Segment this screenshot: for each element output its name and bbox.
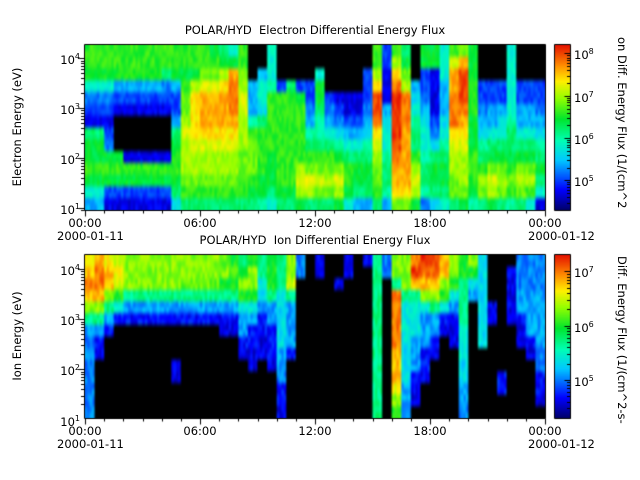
date-label: 2000-01-11 xyxy=(57,437,124,451)
y-tick-label: 101 xyxy=(60,201,80,217)
date-label: 2000-01-11 xyxy=(57,229,124,243)
colorbar-tick-label: 106 xyxy=(574,132,594,147)
colorbar-tick-label: 107 xyxy=(574,265,594,281)
date-label: 2000-01-12 xyxy=(528,229,595,243)
electron-panel-title: POLAR/HYD Electron Differential Energy F… xyxy=(184,23,446,37)
colorbar-tick-label: 106 xyxy=(574,319,594,335)
y-tick-label: 101 xyxy=(60,413,80,429)
x-tick-label: 06:00 xyxy=(183,424,217,438)
colorbar-tick-label: 105 xyxy=(574,174,594,190)
x-tick-label: 12:00 xyxy=(298,424,332,438)
x-tick-label: 00:00 xyxy=(68,216,102,230)
electron-y-axis-label: Electron Energy (eV) xyxy=(10,67,24,187)
x-tick-label: 00:00 xyxy=(528,216,562,230)
x-tick-label: 12:00 xyxy=(298,216,332,230)
y-tick-label: 104 xyxy=(60,52,80,68)
x-tick-label: 00:00 xyxy=(68,424,102,438)
electron-colorbar-label: on Diff. Energy Flux (1/(cm^2 xyxy=(615,37,629,209)
ion-panel-title: POLAR/HYD Ion Differential Energy Flux xyxy=(199,233,431,247)
colorbar-tick-label: 105 xyxy=(574,373,594,389)
y-tick-label: 103 xyxy=(60,313,80,329)
x-tick-label: 18:00 xyxy=(413,216,447,230)
ion-y-axis-label: Ion Energy (eV) xyxy=(10,291,24,381)
x-tick-label: 18:00 xyxy=(413,424,447,438)
y-tick-label: 102 xyxy=(60,363,80,379)
colorbar-tick-label: 108 xyxy=(574,47,594,63)
date-label: 2000-01-12 xyxy=(528,437,595,451)
y-tick-label: 102 xyxy=(60,151,80,167)
x-tick-label: 00:00 xyxy=(528,424,562,438)
x-tick-label: 06:00 xyxy=(183,216,217,230)
colorbar-tick-label: 107 xyxy=(574,89,594,105)
ion-colorbar-label: Diff. Energy Flux (1/(cm^2-s- xyxy=(615,256,629,424)
y-tick-label: 103 xyxy=(60,102,80,117)
y-tick-label: 104 xyxy=(60,263,80,278)
